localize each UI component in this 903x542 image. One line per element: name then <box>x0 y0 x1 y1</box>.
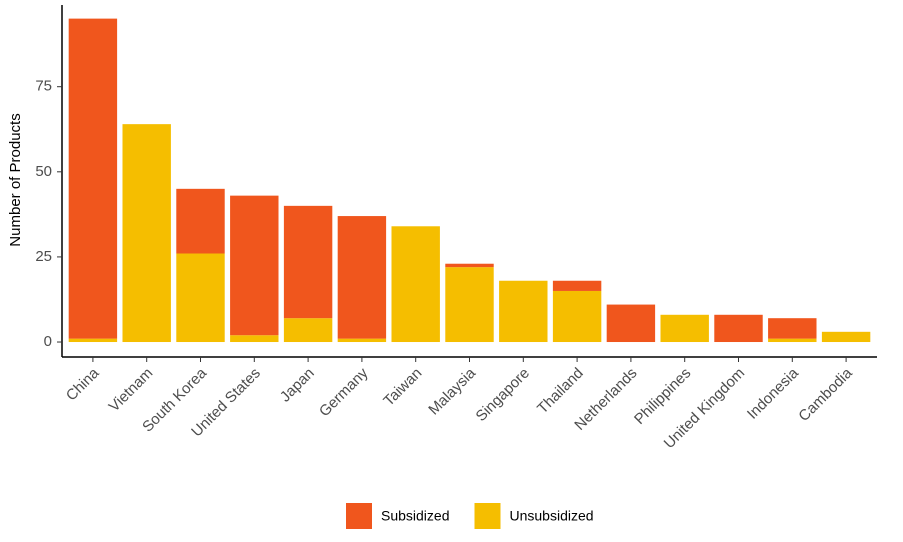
bar-segment <box>68 338 118 343</box>
bar-segment <box>283 205 333 319</box>
y-tick-label: 25 <box>35 248 52 265</box>
bar-segment <box>391 226 440 343</box>
legend-swatch <box>346 503 372 529</box>
legend-swatch <box>474 503 501 529</box>
bar-segment <box>660 314 709 343</box>
bar-segment <box>337 338 387 343</box>
bar-segment <box>821 331 871 343</box>
y-tick-label: 50 <box>35 163 52 180</box>
bar-segment <box>714 314 763 343</box>
bar-segment <box>122 124 171 343</box>
bar-segment <box>445 267 494 343</box>
bar-segment <box>606 304 656 343</box>
bar-segment <box>552 290 602 343</box>
bar-segment <box>230 195 279 336</box>
bar-segment <box>768 338 817 343</box>
legend-label: Subsidized <box>381 508 450 524</box>
x-tick-label: Thailand <box>534 365 587 418</box>
x-tick-label: Cambodia <box>795 364 856 425</box>
y-tick-label: 0 <box>44 333 52 350</box>
x-tick-label: Vietnam <box>106 365 157 416</box>
y-tick-label: 75 <box>35 78 52 95</box>
bar-segment <box>230 335 279 343</box>
bar-segment <box>176 253 225 343</box>
bar-segment <box>283 318 333 343</box>
legend-label: Unsubsidized <box>510 508 594 524</box>
x-tick-label: Japan <box>277 365 318 406</box>
x-tick-label: Germany <box>316 364 372 420</box>
bar-segment <box>68 18 118 339</box>
bar-segment <box>337 216 387 339</box>
bar-segment <box>552 280 602 291</box>
bar-segment <box>445 263 494 268</box>
x-tick-label: China <box>63 364 103 404</box>
y-axis-title: Number of Products <box>7 113 24 246</box>
bar-segment <box>176 188 225 254</box>
bar-segment <box>768 318 817 339</box>
x-tick-label: Singapore <box>473 365 533 425</box>
bar-segment <box>499 280 548 343</box>
x-tick-label: Taiwan <box>380 365 425 410</box>
x-tick-label: Indonesia <box>744 364 802 422</box>
x-tick-label: Malaysia <box>425 364 479 418</box>
